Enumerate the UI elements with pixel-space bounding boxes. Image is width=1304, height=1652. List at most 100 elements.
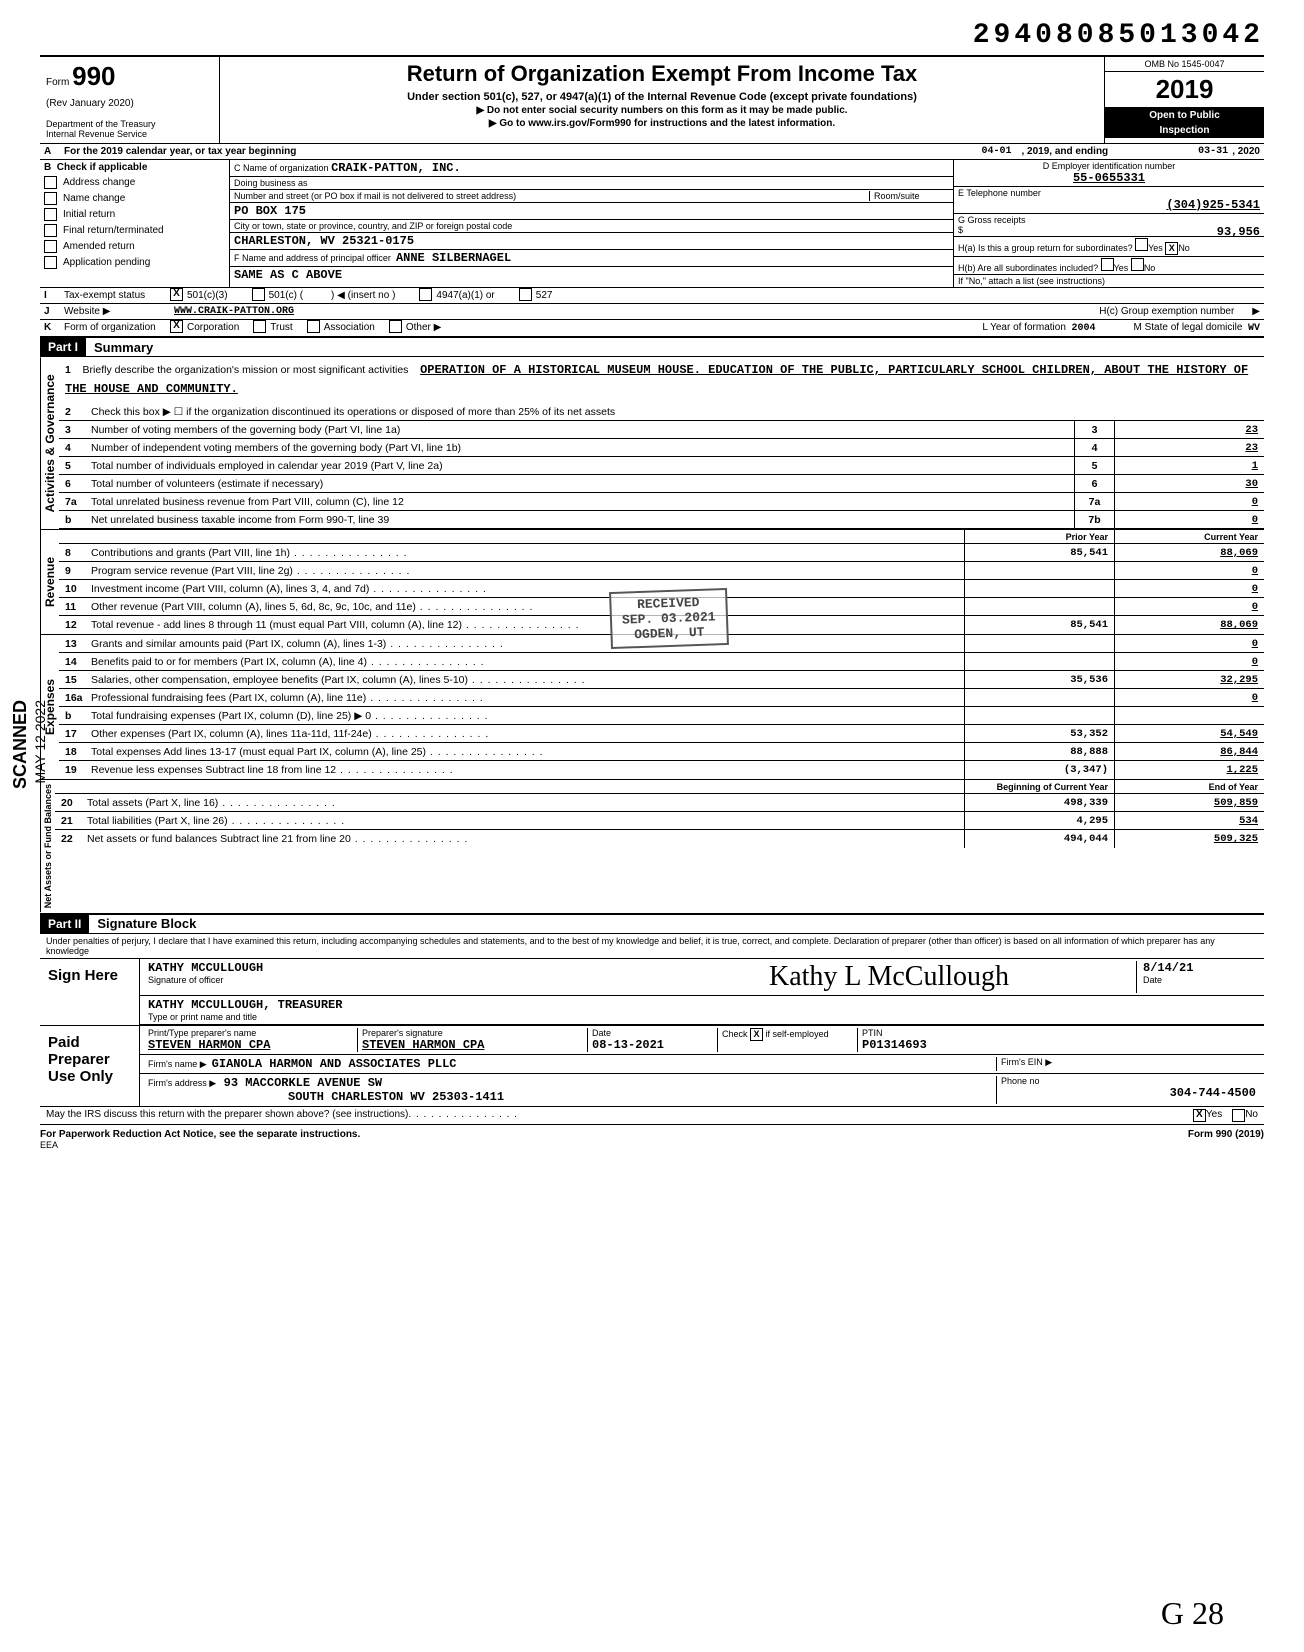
- governance-section: Activities & Governance 1 Briefly descri…: [40, 357, 1264, 530]
- line-16a: 16aProfessional fundraising fees (Part I…: [59, 689, 1264, 707]
- checkbox-ha-yes[interactable]: [1135, 238, 1148, 251]
- b-opt-5: Application pending: [63, 257, 150, 268]
- hb-label: H(b) Are all subordinates included?: [958, 263, 1098, 273]
- l-label: L Year of formation: [982, 322, 1066, 333]
- checkbox-trust[interactable]: [253, 320, 266, 333]
- h-note: If "No," attach a list (see instructions…: [954, 275, 1264, 287]
- gross-receipts: 93,956: [1217, 225, 1260, 239]
- i-opt-4: 527: [532, 288, 557, 303]
- firm-phone-label: Phone no: [1001, 1076, 1256, 1086]
- hb-no: No: [1144, 263, 1156, 273]
- checkbox-self-employed[interactable]: X: [750, 1028, 763, 1041]
- checkbox-final[interactable]: [44, 224, 57, 237]
- gov-line-2: 2Check this box ▶ ☐ if the organization …: [59, 403, 1264, 421]
- net-assets-section: Net Assets or Fund Balances Beginning of…: [40, 780, 1264, 914]
- sidetab-expenses: Expenses: [40, 635, 59, 779]
- expenses-section: Expenses 13Grants and similar amounts pa…: [40, 635, 1264, 780]
- domicile-state: WV: [1248, 323, 1260, 334]
- i-opt-3: 4947(a)(1) or: [432, 288, 498, 303]
- checkbox-addr-change[interactable]: [44, 176, 57, 189]
- k-opt-3: Other ▶: [402, 320, 445, 336]
- c-name-label: C Name of organization: [234, 163, 329, 173]
- checkbox-discuss-no[interactable]: [1232, 1109, 1245, 1122]
- city-value: CHARLESTON, WV 25321-0175: [230, 233, 953, 250]
- handwritten-initials: G 28: [1161, 1595, 1224, 1632]
- part1-title: Summary: [86, 340, 153, 355]
- form-header: Form 990 (Rev January 2020) Department o…: [40, 55, 1264, 144]
- scanned-stamp: SCANNED: [10, 700, 31, 789]
- checkbox-assoc[interactable]: [307, 320, 320, 333]
- preparer-sig-label: Preparer's signature: [362, 1028, 587, 1038]
- checkbox-ha-no[interactable]: X: [1165, 242, 1178, 255]
- officer-signature: Kathy L McCullough: [769, 961, 1009, 992]
- i-opt-2: (insert no ): [348, 290, 396, 301]
- firm-addr-2: SOUTH CHARLESTON WV 25303-1411: [288, 1090, 504, 1104]
- sign-here-label: Sign Here: [40, 959, 140, 1025]
- line-9: 9Program service revenue (Part VIII, lin…: [59, 562, 1264, 580]
- ptin-label: PTIN: [862, 1028, 1256, 1038]
- checkbox-corp[interactable]: X: [170, 320, 183, 333]
- form-note-1: ▶ Do not enter social security numbers o…: [230, 105, 1094, 116]
- perjury-text: Under penalties of perjury, I declare th…: [40, 934, 1264, 959]
- checkbox-name-change[interactable]: [44, 192, 57, 205]
- part1-badge: Part I: [40, 338, 86, 356]
- sidetab-revenue: Revenue: [40, 530, 59, 634]
- line-a-suffix: , 2020: [1232, 146, 1260, 157]
- line-17: 17Other expenses (Part IX, column (A), l…: [59, 725, 1264, 743]
- line-22: 22Net assets or fund balances Subtract l…: [55, 830, 1264, 848]
- checkbox-527[interactable]: [519, 288, 532, 301]
- part-1-header: Part I Summary: [40, 338, 1264, 357]
- k-opt-1: Trust: [266, 320, 296, 336]
- checkbox-initial[interactable]: [44, 208, 57, 221]
- firm-addr-1: 93 MACCORKLE AVENUE SW: [224, 1076, 382, 1090]
- i-label: Tax-exempt status: [60, 288, 170, 303]
- line-8: 8Contributions and grants (Part VIII, li…: [59, 544, 1264, 562]
- firm-ein-label: Firm's EIN ▶: [996, 1057, 1256, 1071]
- checkbox-501c[interactable]: [252, 288, 265, 301]
- checkbox-4947[interactable]: [419, 288, 432, 301]
- footer-eea: EEA: [40, 1140, 1264, 1150]
- discuss-question: May the IRS discuss this return with the…: [46, 1109, 408, 1122]
- ptin-value: P01314693: [862, 1038, 1256, 1052]
- hb-yes: Yes: [1114, 263, 1129, 273]
- street-value: PO BOX 175: [230, 203, 953, 220]
- b-header: Check if applicable: [57, 162, 148, 173]
- firm-name-label: Firm's name ▶: [148, 1059, 207, 1069]
- doc-stamp-number: 29408085013042: [40, 20, 1264, 51]
- line-a-mid: , 2019, and ending: [1021, 146, 1108, 157]
- b-opt-1: Name change: [63, 193, 125, 204]
- checkbox-amended[interactable]: [44, 240, 57, 253]
- checkbox-hb-yes[interactable]: [1101, 258, 1114, 271]
- k-label: Form of organization: [60, 320, 170, 336]
- current-year-header: Current Year: [1114, 530, 1264, 543]
- firm-name: GIANOLA HARMON AND ASSOCIATES PLLC: [212, 1057, 457, 1071]
- line-15: 15Salaries, other compensation, employee…: [59, 671, 1264, 689]
- line-k: K Form of organization X Corporation Tru…: [40, 320, 1264, 338]
- public-notice-2: Inspection: [1105, 123, 1264, 138]
- discuss-yes: Yes: [1206, 1109, 1222, 1122]
- checkbox-other[interactable]: [389, 320, 402, 333]
- b-opt-2: Initial return: [63, 209, 115, 220]
- footer-right: Form 990 (2019): [1188, 1129, 1264, 1140]
- f-label: F Name and address of principal officer: [234, 253, 391, 263]
- checkbox-hb-no[interactable]: [1131, 258, 1144, 271]
- officer-sig-label: Signature of officer: [148, 975, 642, 985]
- checkbox-discuss-yes[interactable]: X: [1193, 1109, 1206, 1122]
- k-opt-0: Corporation: [183, 320, 243, 336]
- i-opt-0: 501(c)(3): [183, 288, 232, 303]
- ha-label: H(a) Is this a group return for subordin…: [958, 243, 1133, 253]
- form-label: Form: [46, 77, 69, 88]
- form-rev: (Rev January 2020): [46, 98, 213, 109]
- stamp-loc-text: OGDEN, UT: [622, 624, 716, 642]
- checkbox-501c3[interactable]: X: [170, 288, 183, 301]
- city-label: City or town, state or province, country…: [230, 220, 953, 233]
- date-label: Date: [1143, 975, 1256, 985]
- website-value: WWW.CRAIK-PATTON.ORG: [170, 304, 298, 319]
- officer-sig-date: 8/14/21: [1143, 961, 1256, 975]
- end-year-header: End of Year: [1114, 780, 1264, 793]
- checkbox-pending[interactable]: [44, 256, 57, 269]
- officer-typed-name: KATHY MCCULLOUGH, TREASURER: [148, 998, 1256, 1012]
- line-a-prefix: For the 2019 calendar year, or tax year …: [64, 146, 296, 157]
- paid-preparer-label: Paid Preparer Use Only: [40, 1026, 140, 1106]
- form-irs: Internal Revenue Service: [46, 129, 213, 139]
